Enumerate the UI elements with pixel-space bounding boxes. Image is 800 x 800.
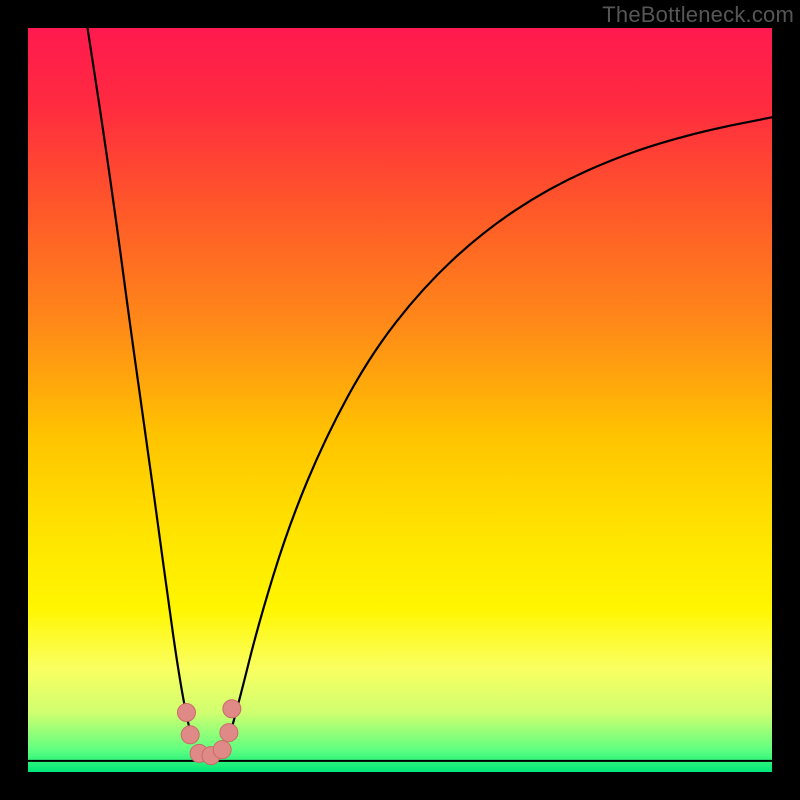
chart-frame: TheBottleneck.com: [0, 0, 800, 800]
data-marker: [220, 724, 238, 742]
watermark-text: TheBottleneck.com: [602, 2, 794, 28]
data-marker: [223, 700, 241, 718]
data-marker: [213, 741, 231, 759]
plot-area: [28, 28, 772, 772]
data-marker: [181, 726, 199, 744]
data-marker: [177, 703, 195, 721]
bottleneck-chart: [28, 28, 772, 772]
